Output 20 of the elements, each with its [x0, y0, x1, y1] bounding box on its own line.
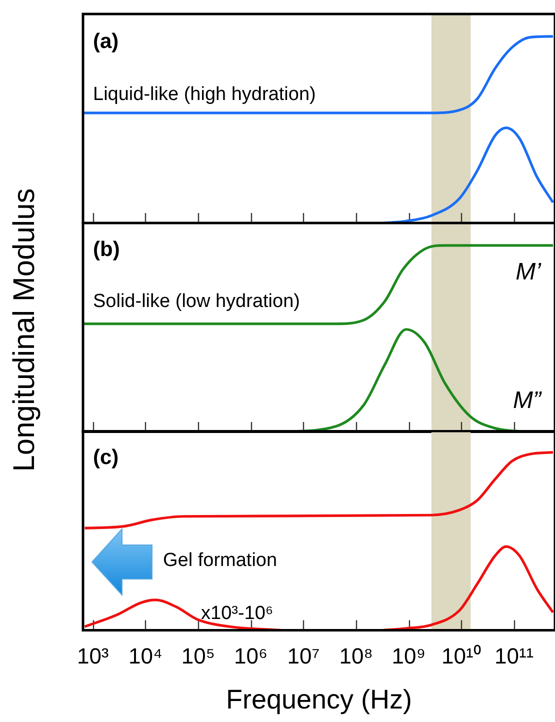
y-axis-title: Longitudinal Modulus	[7, 187, 42, 474]
x-tick-label: 10¹¹	[494, 643, 534, 668]
annotation: Gel formation	[163, 550, 278, 571]
annotation: (b)	[93, 238, 120, 261]
x-tick-label: 10⁴	[128, 643, 162, 668]
series-label: M”	[513, 387, 542, 414]
series-label: M’	[516, 258, 542, 286]
x-tick-label: 10⁹	[392, 643, 426, 668]
x-axis-title: Frequency (Hz)	[226, 684, 412, 714]
x-tick-label: 10⁶	[234, 643, 268, 668]
x-tick-label: 10⁵	[181, 643, 215, 668]
annotation: Solid-like (low hydration)	[93, 291, 300, 312]
annotation: (a)	[93, 30, 119, 53]
x-tick-label: 10³	[76, 643, 109, 668]
annotation: Liquid-like (high hydration)	[93, 84, 316, 105]
x-tick-label: 10⁸	[339, 643, 373, 668]
annotation: x10³-10⁶	[201, 603, 274, 624]
x-tick-label: 10¹⁰	[441, 643, 482, 668]
x-tick-label: 10⁷	[287, 643, 320, 668]
annotation: (c)	[93, 446, 119, 469]
